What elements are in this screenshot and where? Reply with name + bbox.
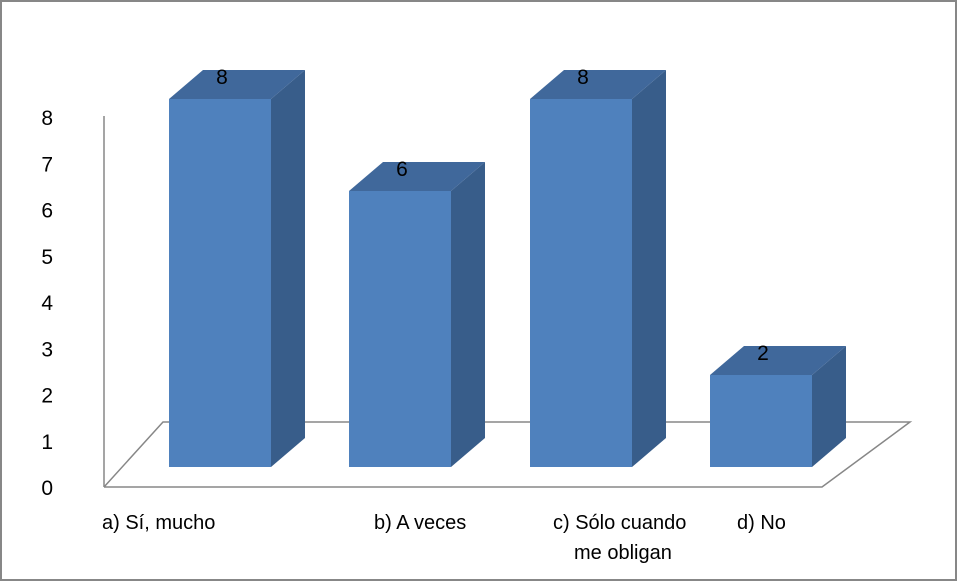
bar-front [530,99,632,467]
category-label: b) A veces [374,512,466,534]
bar-top [530,70,666,99]
bar [710,346,846,467]
y-tick-label: 0 [41,477,53,500]
bar [349,162,485,467]
y-tick-label: 8 [41,107,53,130]
y-tick-label: 7 [41,153,53,176]
bar [530,70,666,467]
bar-front [169,99,271,467]
y-tick-label: 6 [41,200,53,223]
data-label: 8 [216,66,228,89]
bar-top [710,346,846,375]
bar-side [632,70,666,467]
bar-front [710,375,812,467]
category-label: d) No [737,512,786,534]
data-labels: 8 6 8 2 [216,66,769,365]
floor-outline [103,421,913,488]
y-tick-label: 3 [41,338,53,361]
data-label: 6 [396,158,408,181]
bar [169,70,305,467]
category-labels: a) Sí, mucho b) A veces c) Sólo cuando me o… [102,512,786,564]
y-tick-label: 1 [41,431,53,454]
axes [103,116,913,488]
bar-top [169,70,305,99]
bar-front [349,191,451,467]
y-axis-ticks: 0 1 2 3 4 5 6 7 8 [41,107,53,500]
data-label: 2 [757,342,769,365]
data-label: 8 [577,66,589,89]
bar-side [812,346,846,467]
category-label: a) Sí, mucho [102,512,215,534]
y-tick-label: 2 [41,385,53,408]
bar-top [349,162,485,191]
y-tick-label: 5 [41,246,53,269]
bars [169,70,846,467]
category-label: c) Sólo cuando me obligan [553,512,686,564]
bar-side [271,70,305,467]
bar-side [451,162,485,467]
y-tick-label: 4 [41,292,53,315]
